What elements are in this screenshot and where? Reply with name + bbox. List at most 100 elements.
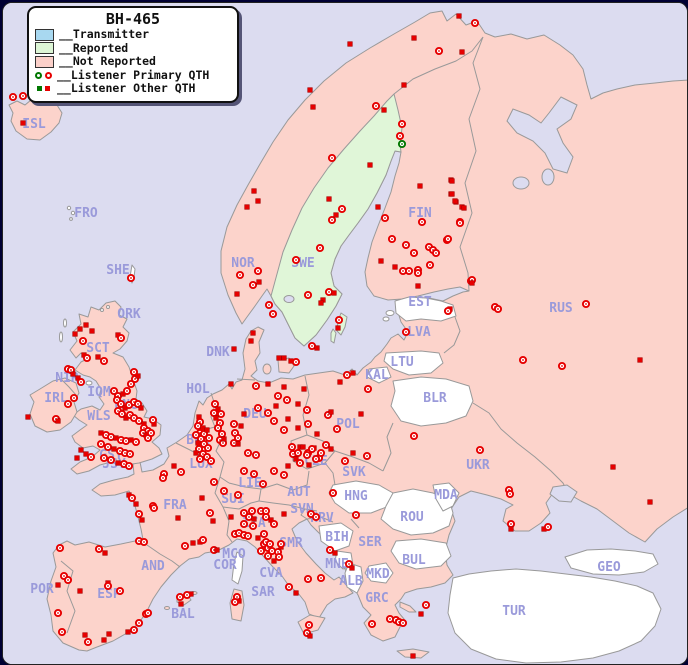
listener-other-qth-marker [193,450,199,456]
marker-center-dot [273,523,275,525]
border-svk-aut [324,462,336,486]
island-orkney-1 [100,308,104,312]
country-label-AND: AND [141,559,165,574]
marker-center-dot [331,157,333,159]
water-overlays-layer [283,96,578,503]
red-square-icon [45,86,50,92]
marker-center-dot [401,143,403,145]
listener-other-qth-marker [195,440,201,446]
marker-center-dot [86,357,88,359]
listener-other-qth-marker [199,495,205,501]
lake-onega [541,168,555,186]
marker-center-dot [203,443,205,445]
listener-other-qth-marker [70,371,76,377]
listener-other-qth-marker [314,345,320,351]
marker-center-dot [320,577,322,579]
listener-other-qth-marker [83,322,89,328]
marker-center-dot [459,222,461,224]
marker-center-dot [447,238,449,240]
marker-center-dot [319,247,321,249]
listener-other-qth-marker [82,632,88,638]
border-hrv-ser [350,518,360,529]
country-georgia [564,548,659,576]
listener-other-qth-marker [449,191,455,197]
listener-other-qth-marker [401,82,407,88]
marker-center-dot [180,471,182,473]
listener-other-qth-marker [350,450,356,456]
country-label-ALB: ALB [339,574,363,589]
country-label-FRA: FRA [163,498,187,513]
marker-center-dot [479,449,481,451]
marker-center-dot [119,450,121,452]
country-label-BAL: BAL [171,607,195,622]
country-iceland [8,99,63,141]
border-svn-ita [300,508,308,520]
listener-other-qth-marker [459,49,465,55]
marker-center-dot [257,407,259,409]
country-label-MKD: MKD [366,567,390,582]
border-czechia [290,434,336,470]
listener-other-qth-marker [190,540,196,546]
marker-center-dot [413,435,415,437]
country-bosnia [318,522,354,552]
white-sea [506,96,578,174]
listener-other-qth-marker [350,370,356,376]
marker-center-dot [251,510,253,512]
listener-other-qth-marker [417,183,423,189]
marker-center-dot [391,238,393,240]
marker-center-dot [82,340,84,342]
marker-center-dot [283,474,285,476]
listener-other-qth-marker [281,384,287,390]
marker-center-dot [217,427,219,429]
border-pol-ukr [382,422,394,472]
country-label-GEO: GEO [597,560,621,575]
marker-center-dot [292,453,294,455]
country-label-SAR: SAR [251,585,275,600]
marker-center-dot [269,543,271,545]
marker-center-dot [147,612,149,614]
marker-center-dot [375,105,377,107]
marker-center-dot [247,535,249,537]
marker-center-dot [389,618,391,620]
marker-center-dot [265,510,267,512]
country-label-POR: POR [30,582,54,597]
country-label-UKR: UKR [466,458,490,473]
listener-other-qth-marker [20,120,26,126]
red-ring-icon [45,71,52,79]
listener-other-qth-marker [300,444,306,450]
listener-other-qth-marker [125,629,131,635]
legend-title: BH-465 [105,10,161,28]
marker-center-dot [128,465,130,467]
marker-center-dot [297,452,299,454]
marker-center-dot [329,549,331,551]
marker-center-dot [120,337,122,339]
marker-center-dot [22,95,24,97]
country-turkey [447,568,662,664]
country-bulgaria [390,538,452,570]
marker-center-dot [255,454,257,456]
listener-other-qth-marker [228,514,234,520]
listener-other-qth-marker [378,258,384,264]
listener-other-qth-marker [133,501,139,507]
marker-center-dot [131,497,133,499]
marker-center-dot [119,590,121,592]
marker-center-dot [87,641,89,643]
listener-other-qth-marker [367,162,373,168]
green-ring-icon [35,71,42,79]
country-label-EST: EST [408,295,432,310]
marker-center-dot [12,96,14,98]
marker-center-dot [367,388,369,390]
country-label-ESP: ESP [97,587,121,602]
country-label-POL: POL [336,417,360,432]
listener-other-qth-marker [301,386,307,392]
marker-center-dot [199,458,201,460]
marker-center-dot [153,507,155,509]
marker-center-dot [143,427,145,429]
listener-other-qth-marker [452,198,458,204]
marker-center-dot [234,601,236,603]
listener-other-qth-marker [213,415,219,421]
listener-other-qth-marker [293,590,299,596]
lake-vanern [283,295,295,303]
marker-center-dot [121,413,123,415]
marker-center-dot [243,470,245,472]
